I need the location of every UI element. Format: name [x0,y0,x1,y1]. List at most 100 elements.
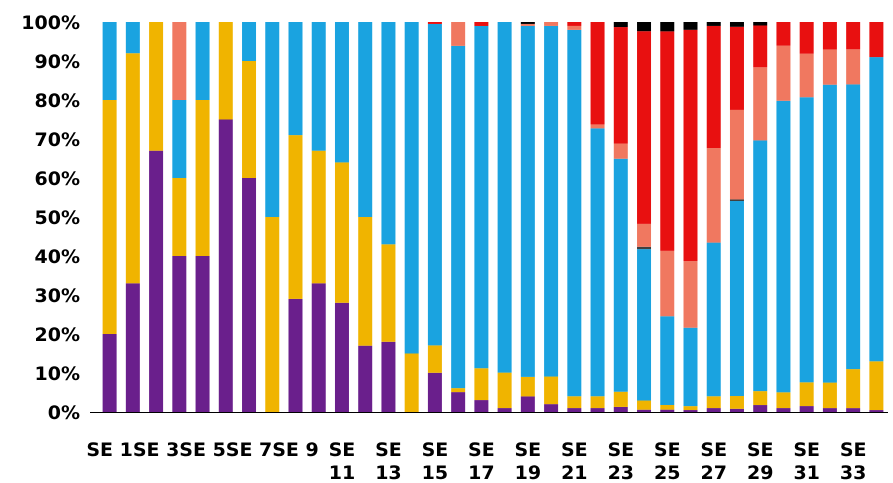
y-tick-label: 20% [35,324,80,346]
bar-stack [590,22,605,412]
bar-segment [474,400,489,412]
bar-segment [590,22,605,125]
bar-segment [660,404,675,410]
bar-segment [149,150,164,412]
bar-stack [451,22,466,412]
bar-segment [590,408,605,412]
y-tick-label: 10% [35,363,80,385]
bar-segment [683,406,698,411]
x-tick-label: SE 5 [179,439,226,461]
bar-segment [358,22,373,217]
bar-segment [288,298,303,412]
bar-segment [729,408,744,412]
bar-segment [799,97,814,383]
x-tick-label: SE 11 [329,439,356,483]
x-tick-label: SE 23 [607,439,634,483]
bar-stack [242,22,257,412]
bar-segment [706,396,721,409]
bar-segment [567,29,582,397]
bar-segment [265,22,280,217]
bar-segment [613,406,628,412]
x-tick-label: SE 21 [561,439,588,483]
x-tick-label: SE 3 [133,439,180,461]
bar-stack [706,22,721,412]
bar-segment [846,22,861,50]
bar-segment [451,22,466,46]
x-tick-label: SE 33 [840,439,867,483]
bar-stack [497,22,512,412]
bar-segment [334,302,349,412]
bar-segment [242,178,257,412]
bar-stack [195,22,210,412]
bar-segment [637,22,652,32]
bar-segment [799,382,814,407]
bar-segment [753,67,768,141]
bar-stack [218,22,233,412]
bar-segment [358,345,373,412]
bar-segment [497,22,512,373]
bar-segment [869,361,884,411]
bar-stack [404,22,419,412]
bar-segment [427,372,442,412]
x-tick-label: SE 19 [515,439,542,483]
y-axis-tick-labels: 0% 10% 20% 30% 40% 50% 60% 70% 80% 90% 100% [21,12,80,424]
bar-segment [683,410,698,412]
bar-stack [520,22,535,412]
bar-segment [753,140,768,392]
x-tick-label: SE 17 [468,439,495,483]
bar-stack [381,22,396,412]
bar-segment [799,53,814,98]
bar-segment [567,25,582,30]
bar-segment [497,408,512,412]
bar-segment [753,391,768,406]
bar-segment [729,396,744,409]
bar-segment [451,388,466,393]
bar-stack [869,22,884,412]
bar-segment [799,22,814,54]
bar-segment [195,100,210,256]
bar-segment [776,392,791,409]
bar-segment [729,201,744,397]
bar-segment [660,31,675,251]
bar-segment [637,409,652,412]
bar-segment [451,392,466,412]
bar-segment [474,22,489,26]
y-tick-label: 100% [21,12,80,34]
x-tick-label: SE 13 [375,439,402,483]
bar-segment [288,22,303,136]
bar-segment [102,22,117,100]
bar-segment [822,49,837,85]
bar-segment [172,256,187,412]
bar-segment [149,22,164,151]
bar-segment [637,31,652,224]
bar-segment [590,396,605,409]
bar-stack [637,22,652,412]
bar-segment [358,217,373,346]
bar-segment [869,57,884,362]
bar-stack [660,22,675,412]
bar-segment [683,29,698,262]
bar-segment [474,25,489,369]
x-tick-label: SE 9 [272,439,319,461]
bar-stack [149,22,164,412]
x-tick-label: SE 1 [86,439,133,461]
bar-stack [334,22,349,412]
bar-segment [544,22,559,26]
bar-segment [613,27,628,144]
x-tick-label: SE 31 [793,439,820,483]
bar-segment [753,25,768,68]
bar-segment [706,22,721,26]
bar-stack [613,22,628,412]
bar-segment [125,53,140,284]
x-axis-tick-labels: SE 1 SE 3 SE 5 SE 7 SE 9 SE 11 SE 13 SE 15 SE 17 SE 19… [86,439,866,483]
bar-segment [706,25,721,149]
bar-stack [567,22,582,412]
y-tick-label: 70% [35,129,80,151]
y-tick-label: 90% [35,51,80,73]
bar-segment [683,327,698,407]
bar-segment [172,178,187,256]
bar-segment [172,100,187,178]
bar-stack [846,22,861,412]
bar-segment [334,22,349,163]
